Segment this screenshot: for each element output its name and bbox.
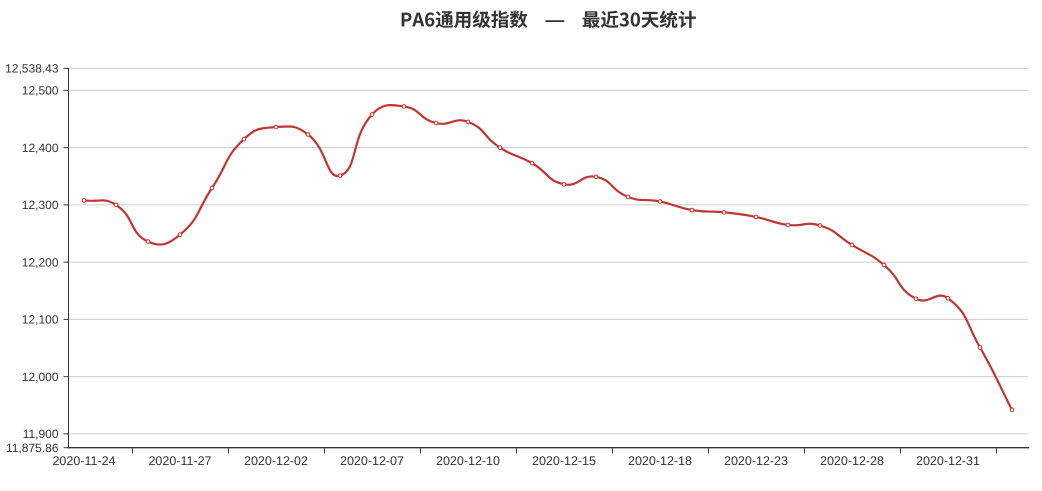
svg-text:11,875.86: 11,875.86 <box>6 441 59 455</box>
svg-text:2020-12-28: 2020-12-28 <box>820 454 884 468</box>
svg-text:2020-12-18: 2020-12-18 <box>628 454 692 468</box>
svg-text:2020-12-23: 2020-12-23 <box>724 454 788 468</box>
svg-text:2020-12-07: 2020-12-07 <box>340 454 404 468</box>
svg-text:2020-12-10: 2020-12-10 <box>436 454 500 468</box>
svg-text:12,200: 12,200 <box>22 255 59 269</box>
svg-text:2020-12-31: 2020-12-31 <box>916 454 980 468</box>
svg-text:12,538.43: 12,538.43 <box>5 62 59 76</box>
svg-text:2020-12-02: 2020-12-02 <box>244 454 308 468</box>
svg-text:2020-12-15: 2020-12-15 <box>532 454 596 468</box>
svg-text:12,300: 12,300 <box>22 198 59 212</box>
svg-text:2020-11-24: 2020-11-24 <box>52 454 115 468</box>
svg-text:11,900: 11,900 <box>23 427 59 441</box>
svg-text:2020-11-27: 2020-11-27 <box>148 454 211 468</box>
svg-text:12,500: 12,500 <box>22 84 59 98</box>
svg-text:12,100: 12,100 <box>22 313 59 327</box>
svg-text:12,400: 12,400 <box>22 141 59 155</box>
svg-text:12,000: 12,000 <box>22 370 59 384</box>
